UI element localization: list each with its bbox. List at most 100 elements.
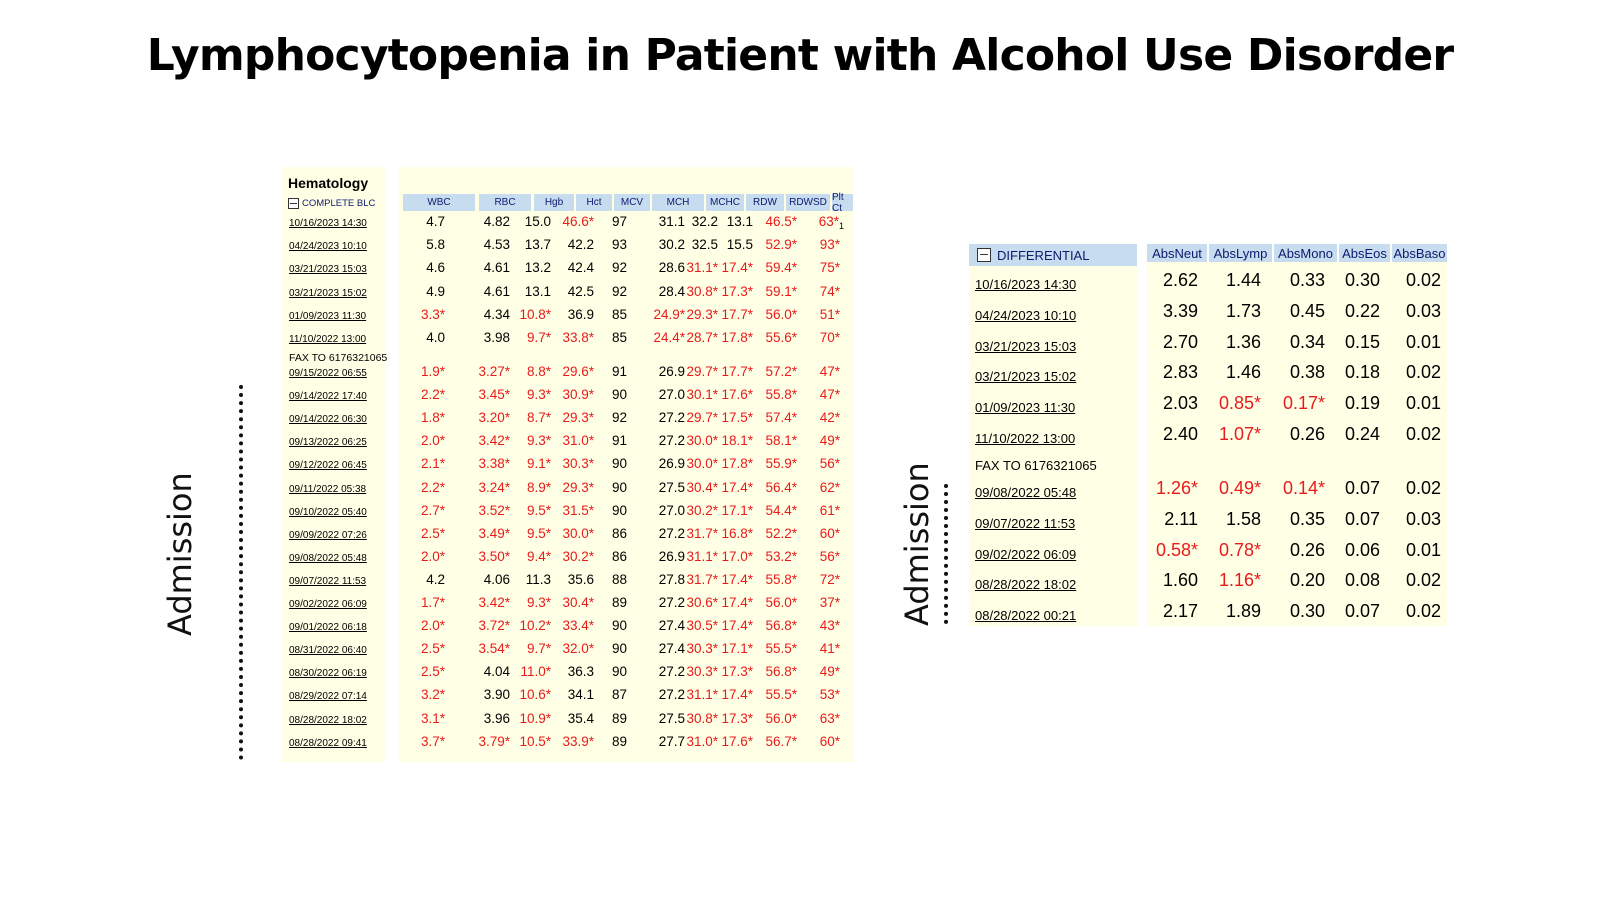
cell-wbc: 2.0* — [421, 618, 445, 633]
result-date-link[interactable]: 09/02/2022 06:09 — [289, 599, 367, 610]
result-date-link[interactable]: 09/09/2022 07:26 — [289, 529, 367, 541]
cell-rdw: 16.8* — [721, 526, 753, 541]
result-date-link[interactable]: 09/11/2022 05:38 — [289, 483, 367, 495]
cell-value: 53* — [819, 687, 840, 703]
result-date-link[interactable]: 09/14/2022 17:40 — [289, 391, 367, 403]
cell-abslymp: 0.78* — [1218, 539, 1261, 560]
result-date-link[interactable]: 08/28/2022 09:41 — [289, 737, 367, 749]
collapse-icon[interactable] — [288, 197, 299, 209]
cell-mcv: 90 — [612, 641, 627, 656]
cell-hgb: 11.0* — [520, 664, 551, 679]
hematology-date-panel — [282, 167, 386, 762]
cell-value: 91 — [611, 364, 627, 379]
cell-mch: 27.4 — [659, 618, 685, 633]
cell-value: 31.7* — [686, 571, 718, 587]
result-date-link[interactable]: 08/31/2022 06:40 — [289, 645, 367, 657]
cell-value: 13.1 — [524, 283, 551, 299]
cell-value: 86 — [611, 525, 627, 541]
result-date-link[interactable]: 11/10/2022 13:00 — [289, 334, 367, 345]
cell-mch: 27.2 — [659, 526, 685, 541]
cell-value: 31.0* — [686, 733, 718, 749]
result-date-link[interactable]: 08/28/2022 18:02 — [289, 714, 367, 726]
result-date-link[interactable]: 10/16/2023 14:30 — [975, 277, 1077, 292]
result-date-link[interactable]: 09/02/2022 06:09 — [975, 546, 1077, 562]
result-date-link[interactable]: 09/08/2022 05:48 — [975, 485, 1077, 500]
collapse-icon[interactable] — [977, 248, 991, 262]
cell-value: 46.5* — [765, 214, 797, 229]
cell-value: 72* — [819, 571, 840, 587]
result-date-link[interactable]: 11/10/2022 13:00 — [975, 431, 1076, 446]
result-date-link[interactable]: 04/24/2023 10:10 — [975, 307, 1077, 323]
complete-blood-count-section[interactable]: COMPLETE BLC — [288, 196, 388, 210]
cell-value: 30.3* — [686, 664, 718, 680]
result-date-link[interactable]: 09/07/2022 11:53 — [289, 575, 367, 587]
cell-hgb: 8.9* — [527, 480, 551, 495]
result-date-link[interactable]: 09/15/2022 06:55 — [289, 368, 367, 379]
cell-absbaso: 0.01 — [1405, 331, 1441, 352]
result-date-link[interactable]: 08/28/2022 18:02 — [975, 577, 1077, 593]
cell-value: 8.9* — [526, 479, 551, 495]
cell-mch: 27.2 — [659, 595, 685, 610]
result-date-link[interactable]: 10/16/2023 14:30 — [289, 218, 367, 229]
cell-mcv: 91 — [612, 364, 627, 379]
result-date-link[interactable]: 03/21/2023 15:03 — [289, 264, 367, 276]
cell-wbc: 2.5* — [421, 526, 445, 541]
cell-value: 49* — [819, 664, 840, 680]
cell-value: 9.7* — [526, 330, 551, 345]
result-date-link[interactable]: 08/29/2022 07:14 — [289, 691, 367, 703]
cell-mch: 27.0 — [659, 503, 685, 518]
cell-wbc: 3.1* — [421, 711, 445, 726]
cell-absbaso: 0.03 — [1405, 508, 1441, 529]
cell-value: 93* — [819, 237, 840, 253]
cell-wbc: 2.1* — [421, 456, 445, 471]
cell-mch: 24.9* — [653, 307, 685, 322]
cell-value: 56.0* — [765, 595, 797, 610]
cell-rdw: 17.3* — [721, 711, 753, 726]
cell-value: 89 — [611, 733, 627, 749]
cell-value: 18.1* — [721, 433, 753, 449]
cell-value: 35.6 — [567, 571, 594, 587]
result-date-link[interactable]: 09/13/2022 06:25 — [289, 437, 367, 449]
table-row: 09/12/2022 06:45 2.1* 3.38* 9.1* 30.3* 90 26.9… — [282, 454, 853, 477]
column-header-absbaso: AbsBaso — [1392, 244, 1447, 262]
result-date-link[interactable]: 09/01/2022 06:18 — [289, 622, 367, 634]
cell-hct: 29.6* — [562, 364, 594, 379]
column-header-wbc: WBC — [403, 194, 475, 211]
result-date-link[interactable]: 09/14/2022 06:30 — [289, 414, 367, 426]
result-date-link[interactable]: 01/09/2023 11:30 — [289, 310, 367, 322]
cell-rbc: 3.96 — [484, 711, 510, 726]
cell-mcv: 90 — [612, 618, 627, 633]
cell-plt-ct: 63* — [820, 711, 840, 726]
cell-mchc: 32.2 — [692, 214, 718, 229]
cell-wbc: 2.2* — [421, 480, 445, 495]
cell-rdwsd: 55.5* — [765, 641, 797, 656]
table-row: 08/28/2022 00:21 2.17 1.89 0.30 0.07 0.02 — [969, 599, 1447, 629]
cell-abslymp: 1.44 — [1225, 270, 1261, 290]
result-date-link[interactable]: 03/21/2023 15:02 — [975, 369, 1077, 385]
cell-value: 16.8* — [721, 525, 753, 541]
result-date-link[interactable]: 09/10/2022 05:40 — [289, 506, 367, 518]
result-date-link[interactable]: 09/12/2022 06:45 — [289, 460, 367, 472]
result-date-link[interactable]: 04/24/2023 10:10 — [289, 241, 367, 253]
result-date-link[interactable]: 09/07/2022 11:53 — [975, 515, 1076, 531]
cell-value: 47* — [819, 364, 840, 379]
cell-wbc: 2.0* — [421, 549, 445, 564]
result-date-link[interactable]: 03/21/2023 15:02 — [289, 287, 367, 299]
result-date-link[interactable]: 09/08/2022 05:48 — [289, 552, 367, 564]
cell-absbaso: 0.03 — [1405, 300, 1441, 321]
differential-section[interactable]: DIFFERENTIAL — [969, 244, 1137, 266]
section-label: DIFFERENTIAL — [997, 247, 1090, 263]
result-date-link[interactable]: 03/21/2023 15:03 — [975, 338, 1077, 354]
cell-mchc: 28.7* — [686, 330, 718, 345]
cell-value: 90 — [611, 479, 627, 495]
cell-value: 31.1* — [686, 548, 718, 564]
cell-rdw: 17.3* — [721, 284, 753, 299]
result-date-link[interactable]: 01/09/2023 11:30 — [975, 400, 1076, 416]
result-date-link[interactable]: 08/28/2022 00:21 — [975, 608, 1077, 624]
table-row: 04/24/2023 10:10 3.39 1.73 0.45 0.22 0.03 — [969, 299, 1447, 329]
cell-absneut: 2.62 — [1162, 270, 1198, 290]
cell-value: 17.4* — [721, 687, 753, 703]
cell-value: 17.4* — [721, 571, 753, 587]
result-date-link[interactable]: 08/30/2022 06:19 — [289, 668, 367, 680]
hematology-values-panel — [399, 167, 853, 762]
